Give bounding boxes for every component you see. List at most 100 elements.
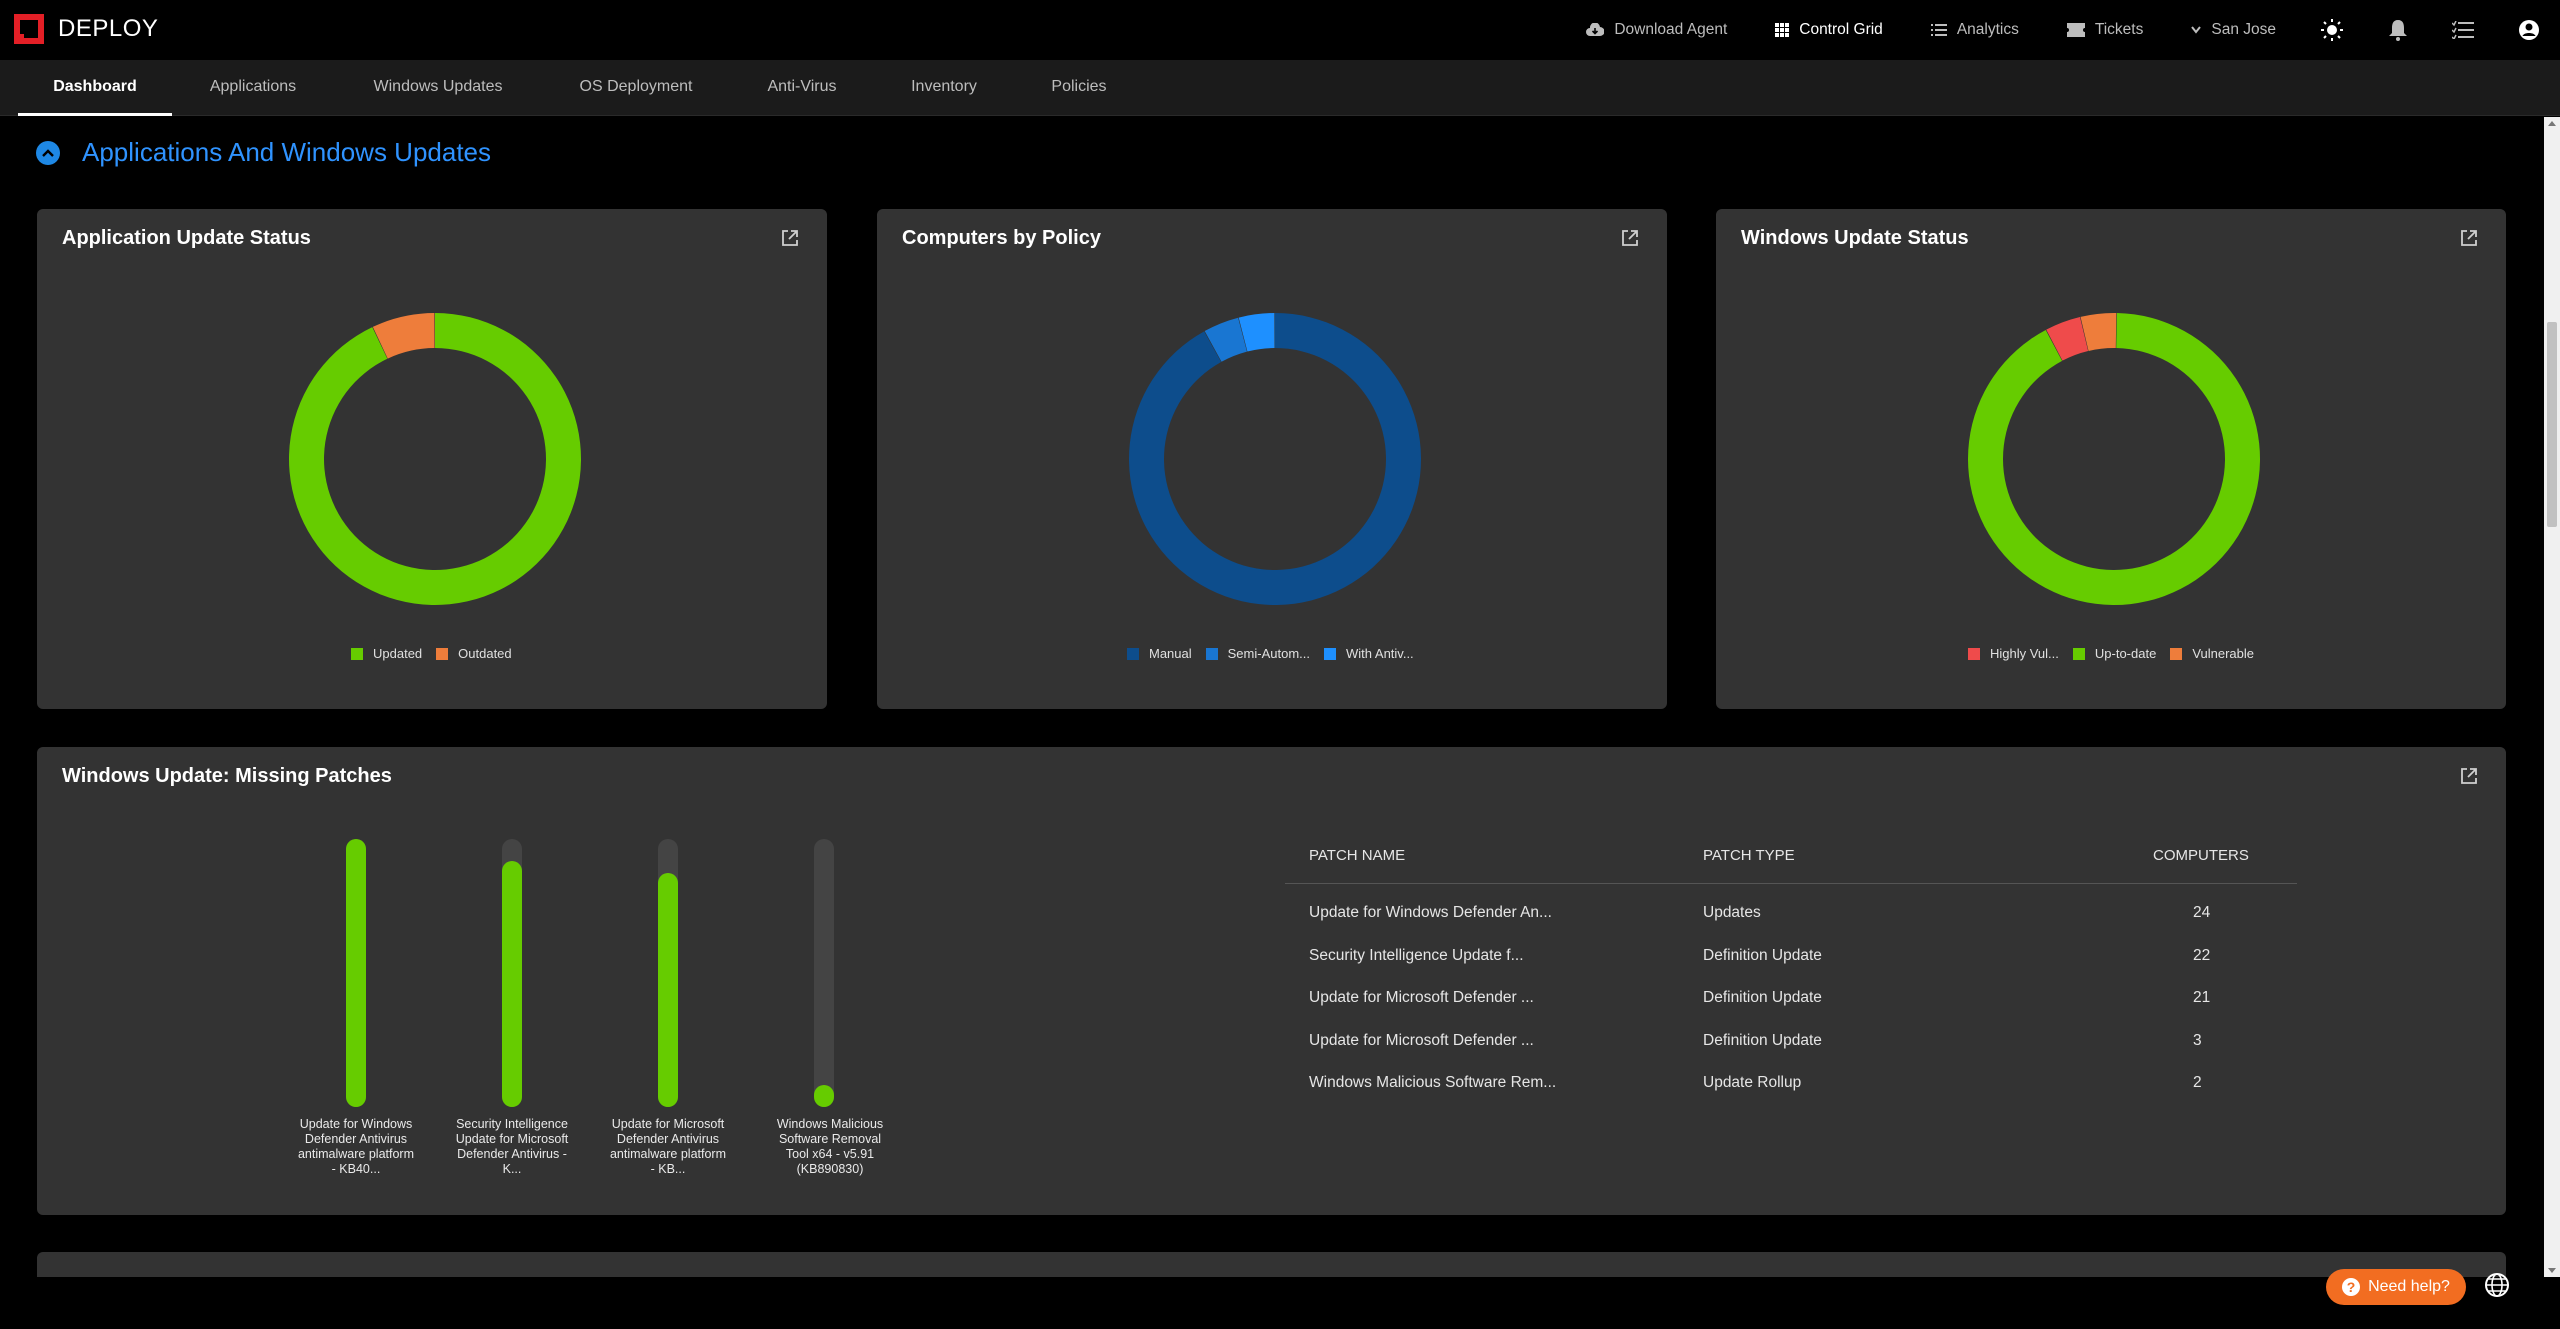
legend-item[interactable]: Up-to-date: [2072, 646, 2157, 661]
bar-track: [346, 839, 366, 1107]
tab-anti-virus[interactable]: Anti-Virus: [767, 78, 837, 95]
bell-icon[interactable]: [2388, 19, 2408, 41]
scroll-up-icon[interactable]: [2548, 121, 2556, 126]
top-nav: Download Agent Control Grid Analytics Ti…: [1538, 0, 2540, 60]
bar-track: [814, 839, 834, 1107]
donut-chart: [1968, 313, 2260, 605]
legend-item[interactable]: Semi-Autom...: [1205, 646, 1310, 661]
legend-swatch: [351, 647, 363, 660]
computers-by-policy-card: Computers by Policy Manual Semi-Autom... W…: [877, 209, 1667, 709]
next-card-preview: [37, 1252, 2506, 1277]
download-agent-button[interactable]: Download Agent: [1586, 21, 1727, 39]
chart-legend: Manual Semi-Autom... With Antiv...: [1127, 646, 1428, 661]
tab-applications[interactable]: Applications: [209, 78, 297, 95]
donut-slice-vulnerable[interactable]: [2080, 313, 2117, 351]
section-title: Applications And Windows Updates: [82, 137, 492, 167]
tickets-button[interactable]: Tickets: [2066, 21, 2144, 39]
control-grid-button[interactable]: Control Grid: [1775, 21, 1883, 39]
tickets-label: Tickets: [2094, 21, 2144, 38]
legend-item[interactable]: Updated: [351, 646, 422, 661]
legend-swatch: [1324, 647, 1336, 660]
bar-label: Update for Windows Defender Antivirus an…: [297, 1117, 414, 1176]
legend-item[interactable]: Manual: [1127, 646, 1192, 661]
legend-swatch: [2072, 647, 2085, 660]
top-bar: DEPLOY Download Agent Control Grid Analy…: [0, 0, 2560, 60]
legend-label: Manual: [1149, 646, 1192, 661]
tab-policies[interactable]: Policies: [1051, 78, 1107, 95]
bar[interactable]: [658, 872, 678, 1107]
user-icon[interactable]: [2518, 19, 2540, 41]
bar[interactable]: [814, 1084, 834, 1107]
legend-swatch: [1968, 647, 1980, 660]
legend-swatch: [1205, 647, 1218, 660]
computers-cell: 24: [2193, 904, 2211, 921]
computers-cell: 2: [2193, 1074, 2202, 1091]
analytics-label: Analytics: [1956, 21, 2019, 38]
donut-slice-with-antiv[interactable]: [1238, 313, 1275, 352]
bar-label: Update for Microsoft Defender Antivirus …: [609, 1117, 726, 1176]
tab-windows-updates[interactable]: Windows Updates: [373, 78, 503, 95]
task-list-icon[interactable]: [2452, 21, 2474, 39]
location-selector[interactable]: San Jose: [2191, 21, 2276, 39]
legend-item[interactable]: Outdated: [436, 646, 512, 661]
bottom-bar: [0, 1277, 2560, 1329]
legend-item[interactable]: With Antiv...: [1324, 646, 1414, 661]
legend-item[interactable]: Vulnerable: [2170, 646, 2254, 661]
patch-type-cell: Definition Update: [1703, 946, 1822, 964]
column-header-computers: COMPUTERS: [2153, 847, 2249, 864]
header-divider: [1285, 883, 2297, 884]
bar-track: [502, 839, 522, 1107]
donut-chart: [1129, 313, 1421, 605]
globe-icon[interactable]: [2484, 1272, 2510, 1303]
donut-slice-outdated[interactable]: [372, 313, 435, 359]
tab-bar: Dashboard Applications Windows Updates O…: [0, 60, 2560, 116]
app-logo[interactable]: DEPLOY: [12, 12, 158, 46]
donut-slice-up-to-date[interactable]: [1968, 313, 2260, 605]
list-icon: [1930, 24, 1947, 36]
legend-label: Vulnerable: [2192, 646, 2254, 661]
sun-icon[interactable]: [2320, 18, 2344, 42]
control-grid-label: Control Grid: [1799, 21, 1883, 38]
column-header-patch-name: PATCH NAME: [1309, 847, 1406, 864]
chevron-up-icon[interactable]: [36, 140, 60, 165]
donut-slice-highly-vul[interactable]: [2046, 317, 2089, 361]
legend-label: Outdated: [458, 646, 512, 661]
dashboard-content: Applications And Windows Updates Applica…: [0, 117, 2544, 1277]
application-update-status-card: Application Update Status Updated Outdate…: [37, 209, 827, 709]
donut-slice-manual[interactable]: [1129, 313, 1421, 605]
legend-label: Up-to-date: [2094, 646, 2157, 661]
scroll-down-icon[interactable]: [2548, 1268, 2556, 1273]
bar[interactable]: [502, 861, 522, 1107]
patch-type-cell: Definition Update: [1703, 989, 1822, 1006]
section-header[interactable]: Applications And Windows Updates: [36, 137, 491, 168]
missing-patches-card: Windows Update: Missing Patches Update f…: [37, 747, 2506, 1215]
download-agent-label: Download Agent: [1614, 21, 1728, 38]
patch-name-cell: Update for Microsoft Defender ...: [1309, 1031, 1534, 1049]
legend-item[interactable]: Highly Vul...: [1968, 646, 2059, 661]
legend-label: Highly Vul...: [1990, 646, 2059, 661]
analytics-button[interactable]: Analytics: [1930, 21, 2019, 39]
cloud-download-icon: [1586, 23, 1605, 36]
legend-swatch: [1127, 647, 1139, 660]
tab-dashboard[interactable]: Dashboard: [18, 60, 172, 116]
external-link-icon[interactable]: [1621, 229, 1639, 252]
tab-os-deployment[interactable]: OS Deployment: [579, 78, 693, 95]
chart-legend: Highly Vul... Up-to-date Vulnerable: [1968, 646, 2268, 661]
patch-type-cell: Update Rollup: [1703, 1074, 1802, 1091]
scrollbar-thumb[interactable]: [2547, 322, 2557, 527]
legend-label: Updated: [373, 646, 423, 661]
location-label: San Jose: [2211, 21, 2276, 38]
donut-slice-semi-autom[interactable]: [1204, 317, 1247, 362]
bar-label: Security Intelligence Update for Microso…: [455, 1117, 569, 1176]
external-link-icon[interactable]: [2460, 229, 2478, 252]
donut-slice-updated[interactable]: [289, 313, 581, 605]
external-link-icon[interactable]: [2460, 767, 2478, 790]
bar-label: Windows Malicious Software Removal Tool …: [776, 1117, 884, 1176]
page-scrollbar[interactable]: [2544, 117, 2560, 1277]
need-help-button[interactable]: ? Need help?: [2326, 1269, 2466, 1305]
bar[interactable]: [346, 839, 366, 1107]
external-link-icon[interactable]: [781, 229, 799, 252]
donut-chart: [289, 313, 581, 605]
tab-inventory[interactable]: Inventory: [911, 78, 977, 95]
legend-swatch: [2170, 647, 2183, 660]
